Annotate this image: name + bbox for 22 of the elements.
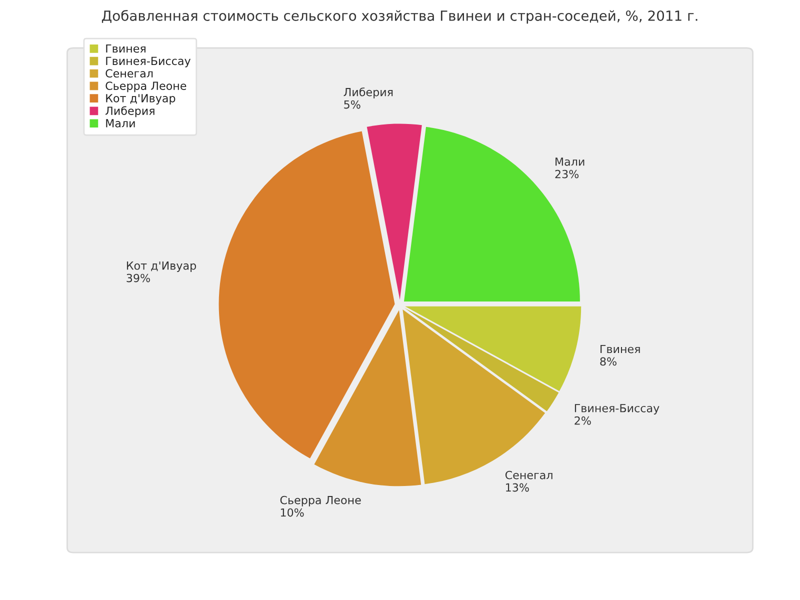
chart-title: Добавленная стоимость сельского хозяйства Гвинеи и стран-соседей, %, 2011 г.: [102, 10, 698, 24]
data-label: 2%: [574, 416, 591, 425]
slice-label: Сьерра Леоне: [280, 496, 361, 506]
data-label: 8%: [600, 357, 616, 366]
data-label: 10%: [280, 508, 304, 517]
legend-label: Сьерра Леоне: [106, 82, 186, 92]
data-label: 5%: [344, 100, 360, 109]
slice-label: Гвинея: [600, 344, 640, 354]
legend-label: Либерия: [106, 106, 154, 118]
legend-label: Кот д'Ивуар: [106, 94, 176, 105]
slice-label: Сенегал: [505, 470, 552, 480]
data-label: 23%: [555, 170, 579, 178]
slice-label: Мали: [556, 158, 584, 166]
slice-label: Кот д'Ивуар: [126, 262, 196, 272]
legend-label: Гвинея: [106, 44, 146, 53]
legend-label: Мали: [106, 119, 135, 128]
legend-label: Гвинея-Биссау: [106, 56, 191, 68]
legend-label: Сенегал: [106, 69, 153, 78]
slice-label: Либерия: [344, 87, 393, 98]
slice-label: Гвинея-Биссау: [574, 404, 660, 414]
data-label: 13%: [506, 483, 529, 492]
data-label: 39%: [126, 274, 150, 282]
